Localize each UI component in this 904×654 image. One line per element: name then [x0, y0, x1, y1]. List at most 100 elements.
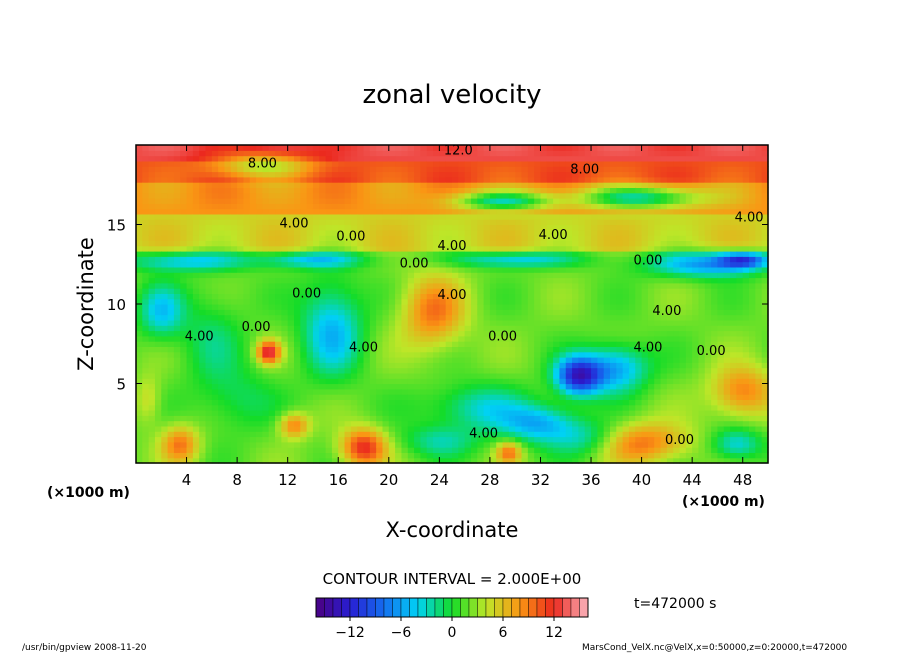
heatmap-cell: [312, 208, 320, 215]
heatmap-cell: [616, 304, 624, 310]
heatmap-cell: [540, 351, 548, 358]
heatmap-cell: [464, 351, 472, 358]
heatmap-cell: [610, 341, 617, 347]
heatmap-cell: [154, 240, 162, 247]
heatmap-cell: [584, 293, 592, 300]
heatmap-cell: [186, 176, 194, 183]
heatmap-cell: [616, 256, 624, 263]
heatmap-cell: [192, 441, 200, 448]
heatmap-cell: [319, 256, 327, 263]
heatmap-cell: [331, 176, 339, 183]
heatmap-cell: [388, 187, 396, 194]
heatmap-cell: [647, 166, 655, 173]
heatmap-cell: [363, 182, 371, 188]
heatmap-cell: [205, 457, 213, 464]
heatmap-cell: [300, 240, 308, 247]
heatmap-cell: [199, 341, 207, 347]
heatmap-cell: [256, 457, 263, 464]
heatmap-cell: [616, 447, 624, 453]
heatmap-cell: [426, 325, 434, 332]
heatmap-cell: [180, 457, 188, 464]
heatmap-cell: [521, 182, 529, 188]
heatmap-cell: [610, 335, 617, 342]
heatmap-cell: [294, 171, 301, 178]
heatmap-cell: [211, 288, 219, 294]
heatmap-cell: [420, 341, 428, 347]
heatmap-cell: [439, 452, 447, 459]
heatmap-cell: [647, 293, 655, 300]
heatmap-cell: [546, 155, 554, 162]
heatmap-cell: [230, 457, 238, 464]
heatmap-cell: [527, 357, 535, 363]
heatmap-cell: [546, 399, 554, 406]
heatmap-cell: [616, 351, 624, 358]
heatmap-cell: [565, 383, 573, 390]
heatmap-cell: [496, 404, 504, 411]
heatmap-cell: [635, 145, 643, 151]
heatmap-cell: [477, 404, 485, 411]
heatmap-cell: [420, 436, 428, 443]
heatmap-cell: [610, 394, 617, 400]
heatmap-cell: [439, 235, 447, 241]
heatmap-cell: [281, 256, 289, 263]
heatmap-cell: [546, 425, 554, 432]
heatmap-cell: [591, 219, 598, 226]
heatmap-cell: [331, 171, 339, 178]
heatmap-cell: [205, 166, 213, 173]
heatmap-cell: [382, 171, 390, 178]
heatmap-cell: [546, 447, 554, 453]
heatmap-cell: [173, 357, 181, 363]
heatmap-cell: [363, 410, 371, 416]
heatmap-cell: [275, 367, 282, 374]
heatmap-cell: [603, 213, 611, 220]
heatmap-cell: [628, 404, 636, 411]
heatmap-cell: [186, 171, 194, 178]
heatmap-cell: [641, 166, 649, 173]
heatmap-cell: [369, 388, 377, 395]
heatmap-cell: [256, 288, 263, 294]
heatmap-cell: [275, 187, 282, 194]
heatmap-cell: [489, 213, 497, 220]
heatmap-cell: [477, 277, 485, 284]
heatmap-cell: [256, 309, 263, 316]
heatmap-cell: [331, 166, 339, 173]
heatmap-cell: [597, 415, 605, 422]
heatmap-cell: [369, 208, 377, 215]
heatmap-cell: [527, 187, 535, 194]
heatmap-cell: [300, 160, 308, 167]
heatmap-cell: [654, 187, 662, 194]
heatmap-cell: [622, 198, 630, 204]
heatmap-cell: [628, 378, 636, 385]
heatmap-cell: [312, 282, 320, 289]
heatmap-cell: [357, 224, 365, 231]
heatmap-cell: [205, 282, 213, 289]
heatmap-cell: [407, 298, 415, 305]
heatmap-cell: [407, 182, 415, 188]
heatmap-cell: [161, 399, 169, 406]
heatmap-cell: [458, 447, 466, 453]
heatmap-cell: [496, 447, 504, 453]
heatmap-cell: [641, 145, 649, 151]
heatmap-cell: [464, 288, 472, 294]
heatmap-cell: [502, 367, 510, 374]
heatmap-cell: [224, 261, 232, 268]
heatmap-cell: [338, 176, 346, 183]
heatmap-cell: [205, 192, 213, 199]
heatmap-cell: [275, 319, 282, 326]
heatmap-cell: [199, 314, 207, 321]
heatmap-cell: [287, 145, 295, 151]
heatmap-cell: [591, 346, 598, 353]
heatmap-cell: [534, 245, 542, 252]
heatmap-cell: [515, 452, 523, 459]
heatmap-cell: [508, 282, 516, 289]
heatmap-cell: [565, 357, 573, 363]
heatmap-cell: [622, 145, 630, 151]
heatmap-cell: [565, 319, 573, 326]
heatmap-cell: [641, 203, 649, 210]
heatmap-cell: [154, 325, 162, 332]
heatmap-cell: [388, 378, 396, 385]
heatmap-cell: [211, 410, 219, 416]
heatmap-cell: [559, 282, 567, 289]
heatmap-cell: [489, 203, 497, 210]
heatmap-cell: [167, 425, 175, 432]
